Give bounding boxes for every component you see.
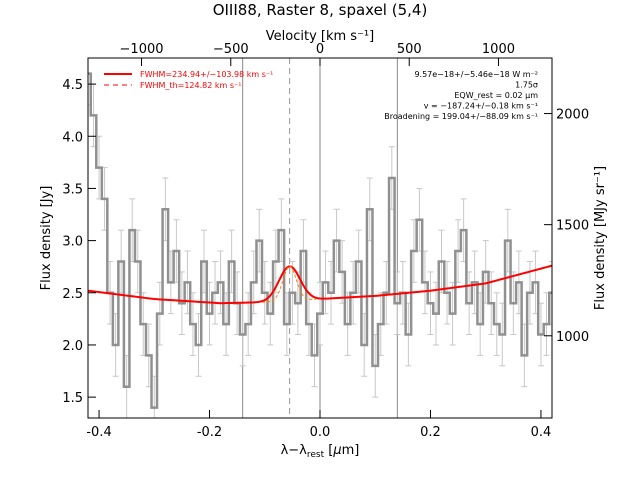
top-axis-ticks: −1000 −500 0 500 1000	[120, 42, 515, 66]
fit-series	[88, 264, 552, 305]
chart-title: OIII88, Raster 8, spaxel (5,4)	[213, 1, 428, 19]
x-axis-label: λ−λrest [µm]	[281, 443, 360, 460]
right-tick-label: 2000	[556, 108, 589, 123]
legend-label: FWHM_th=124.82 km s⁻¹	[140, 81, 241, 90]
y-tick-label: 3.0	[62, 235, 83, 250]
x-tick-label: 0.2	[420, 425, 441, 440]
y-axis-ticks: 1.5 2.0 2.5 3.0 3.5 4.0 4.5	[62, 78, 96, 406]
top-tick-label: 0	[316, 42, 324, 57]
y-tick-label: 1.5	[62, 391, 83, 406]
right-axis-ticks: 1000 1500 2000	[544, 108, 589, 345]
x-tick-label: -0.2	[197, 425, 222, 440]
spectrum-step-line	[88, 72, 552, 409]
x-tick-label: -0.4	[86, 425, 111, 440]
annotation-line: EQW_rest = 0.02 µm	[454, 91, 538, 100]
fit-curve	[88, 264, 552, 305]
legend-label: FWHM=234.94+/−103.98 km s⁻¹	[140, 70, 273, 79]
annotation-line: v = −187.24+/−0.18 km s⁻¹	[424, 102, 538, 111]
annotation-line: Broadening = 199.04+/−88.09 km s⁻¹	[384, 112, 538, 121]
right-tick-label: 1500	[556, 219, 589, 234]
thermal-width-curve	[261, 265, 317, 303]
y-tick-label: 2.5	[62, 287, 83, 302]
y-tick-label: 3.5	[62, 182, 83, 197]
top-axis-label: Velocity [km s⁻¹]	[266, 29, 374, 44]
y-tick-label: 4.5	[62, 78, 83, 93]
top-tick-label: 500	[397, 42, 422, 57]
x-axis-ticks: -0.4 -0.2 0.0 0.2 0.4	[86, 410, 551, 440]
annotation-line: 9.57e−18+/−5.46e−18 W m⁻²	[414, 70, 538, 79]
y-tick-label: 2.0	[62, 339, 83, 354]
top-tick-label: −500	[213, 42, 249, 57]
x-tick-label: 0.0	[310, 425, 331, 440]
top-tick-label: 1000	[482, 42, 515, 57]
vertical-markers	[242, 58, 398, 418]
right-axis-label: Flux density [MJy sr⁻¹]	[593, 166, 608, 310]
x-tick-label: 0.4	[531, 425, 552, 440]
right-tick-label: 1000	[556, 330, 589, 345]
top-tick-label: −1000	[120, 42, 164, 57]
annotation-line: 1.75σ	[515, 81, 538, 90]
y-axis-label: Flux density [Jy]	[39, 186, 54, 291]
y-tick-label: 4.0	[62, 130, 83, 145]
legend: FWHM=234.94+/−103.98 km s⁻¹ FWHM_th=124.8…	[104, 70, 273, 90]
